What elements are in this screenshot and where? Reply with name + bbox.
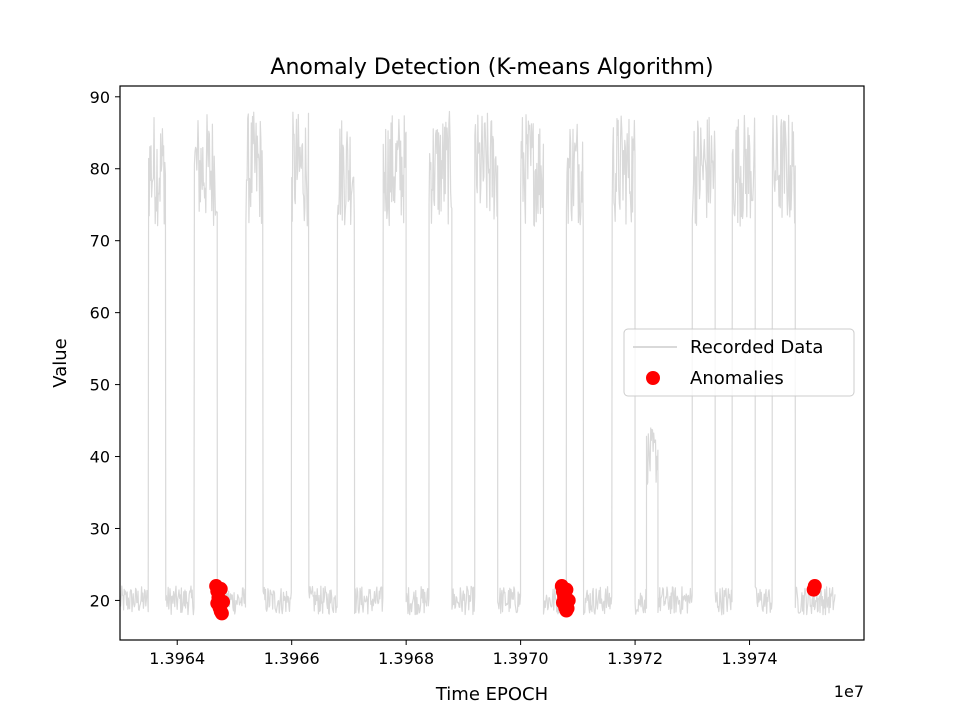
anomaly-point-8 <box>213 581 228 596</box>
legend-swatch-anomalies <box>646 371 660 385</box>
anomaly-point-6 <box>214 606 229 621</box>
y-tick-label-3: 50 <box>90 376 110 395</box>
anomaly-point-17 <box>559 582 574 597</box>
y-tick-label-6: 80 <box>90 160 110 179</box>
x-tick-label-5: 1.3974 <box>722 649 778 668</box>
x-tick-label-3: 1.3970 <box>493 649 549 668</box>
x-tick-label-4: 1.3972 <box>607 649 663 668</box>
y-axis-title: Value <box>50 338 71 387</box>
x-tick-label-2: 1.3968 <box>378 649 434 668</box>
x-axis-ticks: 1.3964 1.3966 1.3968 1.3970 1.3972 1.3974 <box>149 640 778 668</box>
legend: Recorded Data Anomalies <box>623 328 855 397</box>
anomaly-point-16 <box>561 593 576 608</box>
data-layer <box>119 110 836 616</box>
y-tick-label-5: 70 <box>90 232 110 251</box>
x-tick-label-1: 1.3966 <box>264 649 320 668</box>
y-tick-label-2: 40 <box>90 448 110 467</box>
legend-box <box>623 328 855 397</box>
y-tick-label-1: 30 <box>90 519 110 538</box>
anomaly-point-19 <box>807 579 822 594</box>
x-axis-offset-label: 1e7 <box>834 682 864 701</box>
y-axis-ticks: 20 30 40 50 60 70 80 90 <box>90 88 120 610</box>
y-tick-label-4: 60 <box>90 304 110 323</box>
legend-label-anomalies: Anomalies <box>690 368 784 389</box>
scatter-layer <box>209 579 822 621</box>
x-tick-label-0: 1.3964 <box>149 649 205 668</box>
legend-label-recorded-data: Recorded Data <box>690 337 823 358</box>
y-tick-label-0: 20 <box>90 591 110 610</box>
y-tick-label-7: 90 <box>90 88 110 107</box>
series-line-recorded-data <box>119 110 836 616</box>
chart-title: Anomaly Detection (K-means Algorithm) <box>270 55 713 80</box>
anomaly-point-7 <box>216 594 231 609</box>
x-axis-title: Time EPOCH <box>435 684 548 705</box>
axes-frame <box>119 85 865 641</box>
